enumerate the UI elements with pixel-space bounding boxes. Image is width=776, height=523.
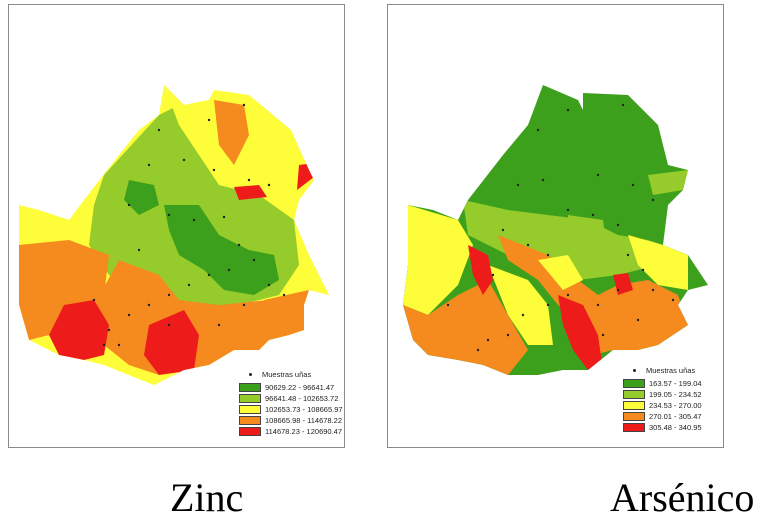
legend-row: 102653.73 - 108665.97 [239,404,343,415]
legend-row: 90629.22 - 96641.47 [239,382,343,393]
caption-arsenic: Arsénico [610,475,755,520]
legend-label: 163.57 - 199.04 [649,379,702,388]
legend-row: 270.01 - 305.47 [623,411,702,422]
legend-row: 234.53 - 270.00 [623,400,702,411]
legend-label: 90629.22 - 96641.47 [265,383,335,392]
legend-label: 199.05 - 234.52 [649,390,702,399]
legend-title: Muestras uñas [262,370,312,379]
legend-swatch [239,427,261,436]
sample-point-icon [249,373,252,376]
zinc-legend: Muestras uñas 90629.22 - 96641.47 96641.… [239,369,343,437]
legend-title: Muestras uñas [646,366,696,375]
legend-row: 163.57 - 199.04 [623,378,702,389]
arsenic-map-panel: Muestras uñas 163.57 - 199.04 199.05 - 2… [387,4,724,448]
zinc-choropleth [19,85,329,385]
legend-label: 270.01 - 305.47 [649,412,702,421]
caption-zinc: Zinc [170,475,244,520]
legend-swatch [239,405,261,414]
legend-swatch [239,394,261,403]
zinc-map-panel: Muestras uñas 90629.22 - 96641.47 96641.… [8,4,345,448]
legend-label: 305.48 - 340.95 [649,423,702,432]
legend-label: 102653.73 - 108665.97 [265,405,343,414]
legend-row: 305.48 - 340.95 [623,422,702,433]
legend-row: 108665.98 - 114678.22 [239,415,343,426]
legend-label: 234.53 - 270.00 [649,401,702,410]
legend-row: 114678.23 - 120690.47 [239,426,343,437]
arsenic-map [403,85,708,375]
legend-label: 114678.23 - 120690.47 [265,427,343,436]
legend-row: 199.05 - 234.52 [623,389,702,400]
legend-swatch [239,416,261,425]
legend-swatch [623,401,645,410]
legend-swatch [239,383,261,392]
legend-swatch [623,412,645,421]
legend-swatch [623,390,645,399]
arsenic-legend: Muestras uñas 163.57 - 199.04 199.05 - 2… [623,365,702,433]
sample-point-icon [633,369,636,372]
zinc-map [19,85,329,385]
legend-swatch [623,423,645,432]
legend-swatch [623,379,645,388]
legend-label: 108665.98 - 114678.22 [265,416,343,425]
legend-label: 96641.48 - 102653.72 [265,394,339,403]
legend-row: 96641.48 - 102653.72 [239,393,343,404]
